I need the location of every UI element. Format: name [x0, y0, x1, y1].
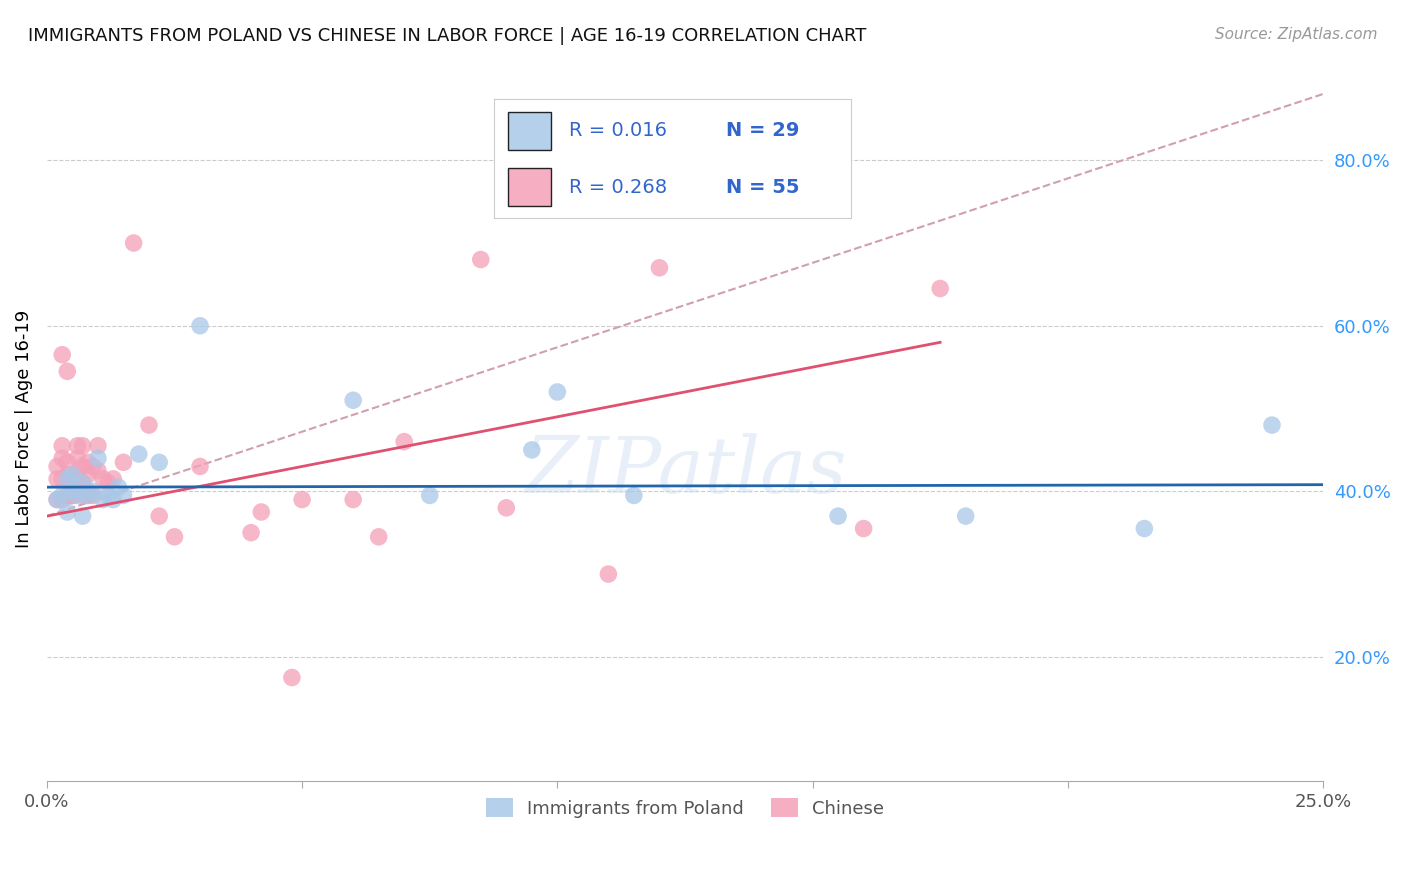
Text: Source: ZipAtlas.com: Source: ZipAtlas.com	[1215, 27, 1378, 42]
Text: ZIPatlas: ZIPatlas	[524, 434, 846, 509]
Point	[1261, 418, 1284, 433]
Point	[72, 488, 94, 502]
Point	[148, 455, 170, 469]
Point	[342, 492, 364, 507]
Point	[107, 480, 129, 494]
Point	[62, 488, 84, 502]
Point	[56, 472, 79, 486]
Point	[188, 318, 211, 333]
Y-axis label: In Labor Force | Age 16-19: In Labor Force | Age 16-19	[15, 310, 32, 549]
Point	[46, 459, 69, 474]
Point	[66, 472, 89, 486]
Point	[76, 455, 98, 469]
Point	[46, 492, 69, 507]
Point	[1133, 522, 1156, 536]
Point	[62, 476, 84, 491]
Legend: Immigrants from Poland, Chinese: Immigrants from Poland, Chinese	[478, 791, 891, 825]
Point	[112, 455, 135, 469]
Point	[72, 476, 94, 491]
Point	[72, 459, 94, 474]
Point	[623, 488, 645, 502]
Point	[76, 488, 98, 502]
Point	[56, 467, 79, 482]
Point	[929, 281, 952, 295]
Point	[103, 472, 125, 486]
Point	[76, 484, 98, 499]
Point	[128, 447, 150, 461]
Point	[827, 509, 849, 524]
Point	[87, 439, 110, 453]
Point	[82, 484, 104, 499]
Point	[51, 492, 73, 507]
Point	[76, 488, 98, 502]
Point	[56, 488, 79, 502]
Point	[62, 484, 84, 499]
Point	[51, 488, 73, 502]
Point	[87, 451, 110, 466]
Point	[852, 522, 875, 536]
Point	[91, 492, 114, 507]
Point	[62, 488, 84, 502]
Point	[112, 488, 135, 502]
Point	[66, 467, 89, 482]
Point	[148, 509, 170, 524]
Point	[66, 488, 89, 502]
Point	[46, 492, 69, 507]
Point	[546, 384, 568, 399]
Point	[87, 464, 110, 478]
Point	[56, 455, 79, 469]
Point	[122, 235, 145, 250]
Point	[546, 136, 568, 151]
Point	[76, 467, 98, 482]
Point	[392, 434, 415, 449]
Point	[520, 442, 543, 457]
Point	[342, 393, 364, 408]
Point	[495, 500, 517, 515]
Point	[66, 451, 89, 466]
Point	[82, 459, 104, 474]
Point	[138, 418, 160, 433]
Point	[240, 525, 263, 540]
Point	[291, 492, 314, 507]
Point	[72, 439, 94, 453]
Point	[648, 260, 671, 275]
Point	[103, 492, 125, 507]
Point	[62, 467, 84, 482]
Point	[82, 488, 104, 502]
Point	[91, 472, 114, 486]
Point	[51, 439, 73, 453]
Point	[56, 505, 79, 519]
Point	[97, 476, 120, 491]
Text: IMMIGRANTS FROM POLAND VS CHINESE IN LABOR FORCE | AGE 16-19 CORRELATION CHART: IMMIGRANTS FROM POLAND VS CHINESE IN LAB…	[28, 27, 866, 45]
Point	[66, 439, 89, 453]
Point	[72, 509, 94, 524]
Point	[62, 467, 84, 482]
Point	[367, 530, 389, 544]
Point	[188, 459, 211, 474]
Point	[470, 252, 492, 267]
Point	[72, 476, 94, 491]
Point	[97, 488, 120, 502]
Point	[419, 488, 441, 502]
Point	[598, 567, 620, 582]
Point	[46, 472, 69, 486]
Point	[51, 451, 73, 466]
Point	[250, 505, 273, 519]
Point	[955, 509, 977, 524]
Point	[56, 364, 79, 378]
Point	[281, 671, 304, 685]
Point	[51, 348, 73, 362]
Point	[51, 472, 73, 486]
Point	[163, 530, 186, 544]
